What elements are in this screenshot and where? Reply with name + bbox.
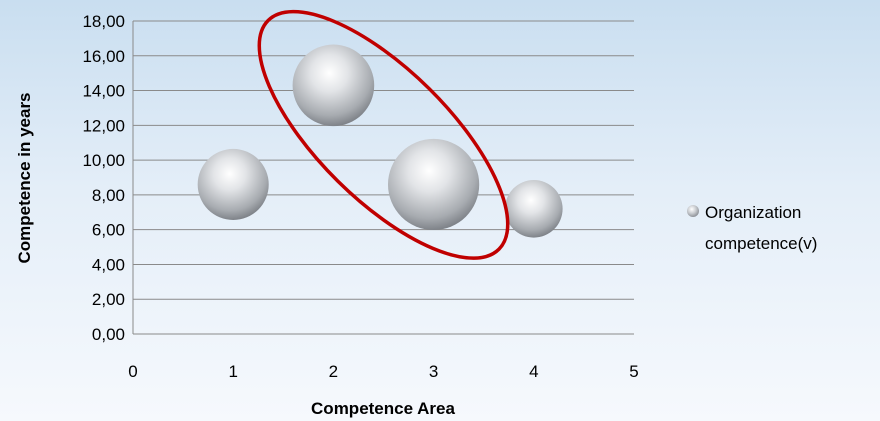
legend-label-line1: Organization (705, 203, 801, 222)
y-tick-label: 18,00 (82, 12, 125, 31)
x-tick-label: 4 (529, 362, 538, 381)
x-tick-label: 5 (629, 362, 638, 381)
x-axis-title: Competence Area (311, 399, 455, 418)
y-tick-label: 16,00 (82, 47, 125, 66)
legend-label-line2: competence(v) (705, 234, 817, 253)
bubble (197, 148, 269, 220)
y-tick-label: 0,00 (92, 325, 125, 344)
x-tick-label: 2 (329, 362, 338, 381)
y-tick-label: 6,00 (92, 221, 125, 240)
bubbles (197, 44, 563, 238)
y-tick-label: 10,00 (82, 151, 125, 170)
legend-marker (687, 205, 699, 217)
x-axis-ticks: 0 1 2 3 4 5 (128, 362, 638, 381)
y-tick-label: 14,00 (82, 82, 125, 101)
y-tick-label: 12,00 (82, 116, 125, 135)
highlight-annotation (257, 9, 510, 260)
bubble (505, 180, 563, 238)
x-tick-label: 3 (429, 362, 438, 381)
y-tick-label: 8,00 (92, 186, 125, 205)
legend: Organization competence(v) (687, 203, 817, 253)
highlight-ellipse (257, 9, 510, 260)
y-tick-label: 2,00 (92, 290, 125, 309)
bubble (292, 44, 375, 127)
y-axis-ticks: 0,00 2,00 4,00 6,00 8,00 10,00 12,00 14,00 16,00… (82, 12, 125, 344)
bubble (388, 138, 480, 231)
y-tick-label: 4,00 (92, 255, 125, 274)
x-tick-label: 1 (228, 362, 237, 381)
y-axis-title: Competence in years (15, 92, 34, 263)
x-tick-label: 0 (128, 362, 137, 381)
